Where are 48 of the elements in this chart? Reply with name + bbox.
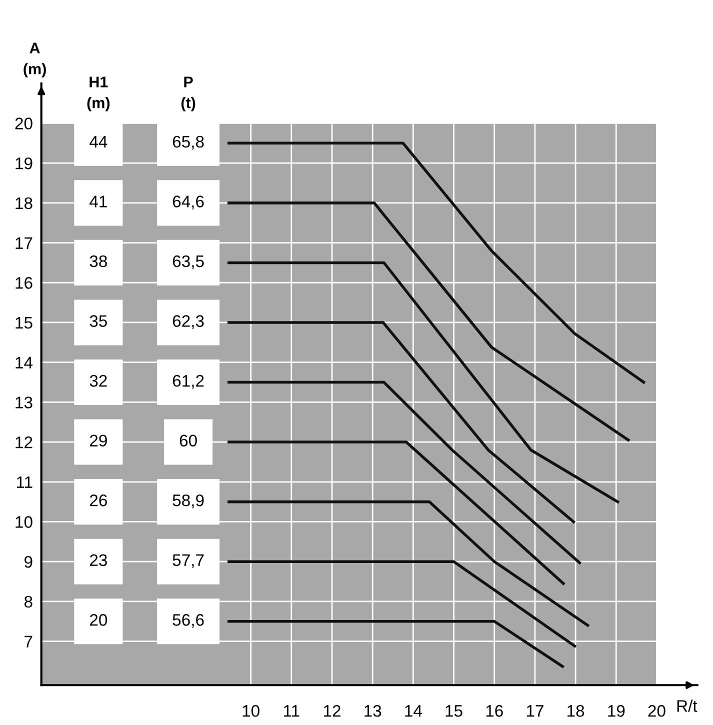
annotation: 26 [90, 494, 107, 506]
y-tick-label: 20 [15, 118, 32, 130]
y-tick-label: 19 [16, 157, 32, 170]
annotation: 57,7 [172, 554, 204, 568]
y-tick-label: 18 [16, 197, 32, 210]
x-tick-label: 10 [242, 705, 260, 717]
y-tick-label: 16 [16, 277, 32, 289]
annotation: 32 [90, 374, 107, 387]
y-tick-label: 14 [16, 356, 33, 368]
y-tick-label: 17 [16, 237, 32, 249]
x-tick-label: 11 [284, 705, 300, 717]
x-tick-label: 19 [608, 705, 625, 717]
line-series [227, 142, 646, 384]
x-tick-label: 12 [324, 705, 340, 717]
y-tick-label: 10 [16, 516, 32, 528]
x-tick-label: 20 [648, 705, 666, 717]
x-tick-label: 14 [405, 705, 422, 717]
annotation: 41 [90, 196, 107, 208]
annotation: 60 [180, 434, 197, 447]
annotation: 20 [90, 614, 108, 626]
annotation: 65,8 [172, 136, 204, 150]
annotation: 61,2 [172, 374, 204, 389]
y-tick-label: 7 [24, 636, 32, 648]
y-tick-label: 12 [16, 436, 32, 448]
y-tick-label: 13 [16, 396, 32, 408]
y-tick-label: 9 [24, 556, 32, 568]
annotation: 62,3 [172, 315, 204, 329]
y-tick-label: 15 [16, 317, 32, 329]
annotation: H1 (m) [87, 76, 110, 112]
y-tick-label: 8 [24, 596, 32, 608]
annotation: 63,5 [172, 255, 204, 270]
x-axis-title: R/t [677, 700, 698, 712]
annotation: 56,6 [172, 614, 204, 628]
x-tick-label: 15 [446, 705, 462, 717]
annotation: 64,6 [172, 196, 204, 210]
annotation: 44 [90, 136, 108, 148]
y-tick-label: 11 [16, 476, 32, 488]
annotation: 35 [90, 315, 107, 327]
y-axis-title: A (m) [24, 42, 46, 78]
annotation: 38 [90, 255, 107, 268]
x-tick-label: 16 [486, 705, 503, 717]
annotation: 58,9 [172, 494, 204, 508]
x-tick-label: 13 [364, 705, 382, 717]
annotation: P (t) [181, 76, 196, 112]
annotation: 29 [90, 434, 107, 447]
annotation: 23 [90, 554, 107, 566]
x-tick-label: 18 [568, 705, 584, 717]
x-tick-label: 17 [526, 705, 544, 717]
